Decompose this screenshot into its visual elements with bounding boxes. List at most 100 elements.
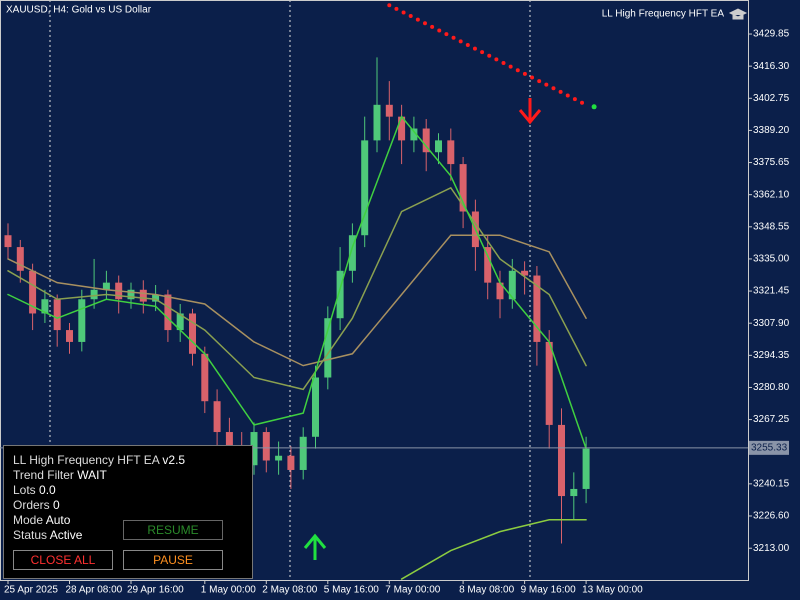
candle-body — [127, 289, 135, 300]
candle-body — [508, 270, 516, 300]
candle-body — [4, 235, 12, 248]
candle-body — [139, 289, 147, 302]
candle-body — [78, 299, 86, 342]
y-tick-label: 3402.75 — [753, 93, 790, 104]
y-tick-label: 3240.15 — [753, 478, 790, 489]
candle-body — [66, 330, 73, 342]
panel-row: Lots 0.0 — [13, 483, 56, 497]
candle-body — [164, 294, 172, 331]
candle-body — [250, 432, 258, 466]
candle-body — [262, 432, 270, 461]
plot-frame — [0, 0, 749, 581]
candle-body — [152, 294, 160, 302]
y-tick-label: 3389.20 — [753, 125, 790, 136]
candle-body — [225, 432, 233, 449]
x-tick-label: 25 Apr 2025 — [4, 585, 58, 596]
price-tag — [749, 440, 789, 455]
y-tick-label: 3335.00 — [753, 254, 790, 265]
candle-body — [213, 401, 221, 433]
candle-body — [422, 128, 430, 153]
x-tick-label: 13 May 00:00 — [582, 585, 643, 596]
candle-body — [312, 377, 319, 437]
row-value: 0.0 — [39, 483, 56, 497]
candle-body — [324, 318, 332, 378]
x-tick-label: 8 May 08:00 — [459, 585, 514, 596]
candle-body — [201, 353, 209, 402]
candle-body — [545, 341, 553, 425]
y-tick-label: 3416.30 — [753, 61, 790, 72]
row-label: Orders — [13, 498, 50, 512]
y-tick-label: 3321.45 — [753, 286, 790, 297]
indicator-line — [7, 186, 587, 391]
candle-body — [189, 313, 196, 354]
close-all-button[interactable]: CLOSE ALL — [13, 550, 113, 570]
panel-title: LL High Frequency HFT EA v2.5 — [13, 453, 185, 467]
row-value: Auto — [45, 513, 71, 527]
panel-row: Trend Filter WAIT — [13, 468, 107, 482]
candle-body — [484, 247, 492, 283]
candle-body — [348, 235, 356, 271]
candle-body — [410, 128, 418, 141]
y-tick-label: 3226.60 — [753, 511, 790, 522]
pause-button[interactable]: PAUSE — [123, 550, 223, 570]
candle-body — [336, 270, 344, 319]
candle-body — [299, 436, 307, 470]
candle-body — [275, 455, 283, 461]
candle-body — [16, 247, 24, 271]
trend-end — [591, 104, 597, 110]
trend-line — [387, 3, 589, 107]
price-label: 3255.33 — [751, 442, 788, 453]
y-tick-label: 3362.10 — [753, 189, 790, 200]
candle-body — [447, 140, 455, 165]
indicator-line — [7, 115, 587, 450]
candle-body — [361, 140, 369, 236]
candle-body — [373, 104, 381, 141]
ea-panel: LL High Frequency HFT EA v2.5 Trend Filt… — [3, 445, 253, 579]
candle-body — [53, 299, 61, 331]
resume-button[interactable]: RESUME — [123, 520, 223, 540]
candle-body — [496, 282, 504, 300]
ea-icon — [728, 8, 748, 20]
candle-body — [41, 299, 49, 314]
y-tick-label: 3267.25 — [753, 414, 790, 425]
y-tick-label: 3280.80 — [753, 382, 790, 393]
candle-body — [435, 140, 442, 153]
y-tick-label: 3348.55 — [753, 221, 790, 232]
row-label: Lots — [13, 483, 36, 497]
x-tick-label: 28 Apr 08:00 — [66, 585, 123, 596]
candle-body — [102, 282, 110, 290]
candle-body — [398, 116, 406, 141]
row-label: Status — [13, 528, 48, 542]
y-tick-label: 3213.00 — [753, 543, 790, 554]
chart-title: XAUUSD, H4: Gold vs US Dollar — [6, 5, 152, 16]
panel-row: Status Active — [13, 528, 82, 542]
candle-body — [582, 448, 590, 489]
panel-row: Orders 0 — [13, 498, 60, 512]
candle-body — [90, 289, 98, 300]
candle-body — [176, 313, 184, 331]
row-value: 0 — [53, 498, 60, 512]
y-tick-label: 3429.85 — [753, 29, 790, 40]
candle-body — [558, 424, 565, 497]
sell-arrow — [518, 98, 542, 125]
y-tick-label: 3375.65 — [753, 157, 790, 168]
candle-body — [570, 488, 578, 497]
y-tick-label: 3294.35 — [753, 350, 790, 361]
x-tick-label: 5 May 16:00 — [324, 585, 379, 596]
ea-label: LL High Frequency HFT EA — [602, 9, 725, 20]
x-tick-label: 2 May 08:00 — [262, 585, 317, 596]
buy-arrow — [303, 533, 327, 560]
candle-body — [29, 270, 37, 314]
indicator-line — [7, 234, 587, 367]
x-tick-label: 9 May 16:00 — [521, 585, 576, 596]
panel-title-text: LL High Frequency HFT EA — [13, 453, 160, 467]
candle-body — [385, 104, 393, 117]
candle-body — [287, 455, 295, 470]
y-tick-label: 3307.90 — [753, 318, 790, 329]
row-value: Active — [49, 528, 83, 542]
indicator-line — [400, 519, 587, 580]
candle-body — [533, 275, 541, 342]
x-tick-label: 29 Apr 16:00 — [127, 585, 184, 596]
